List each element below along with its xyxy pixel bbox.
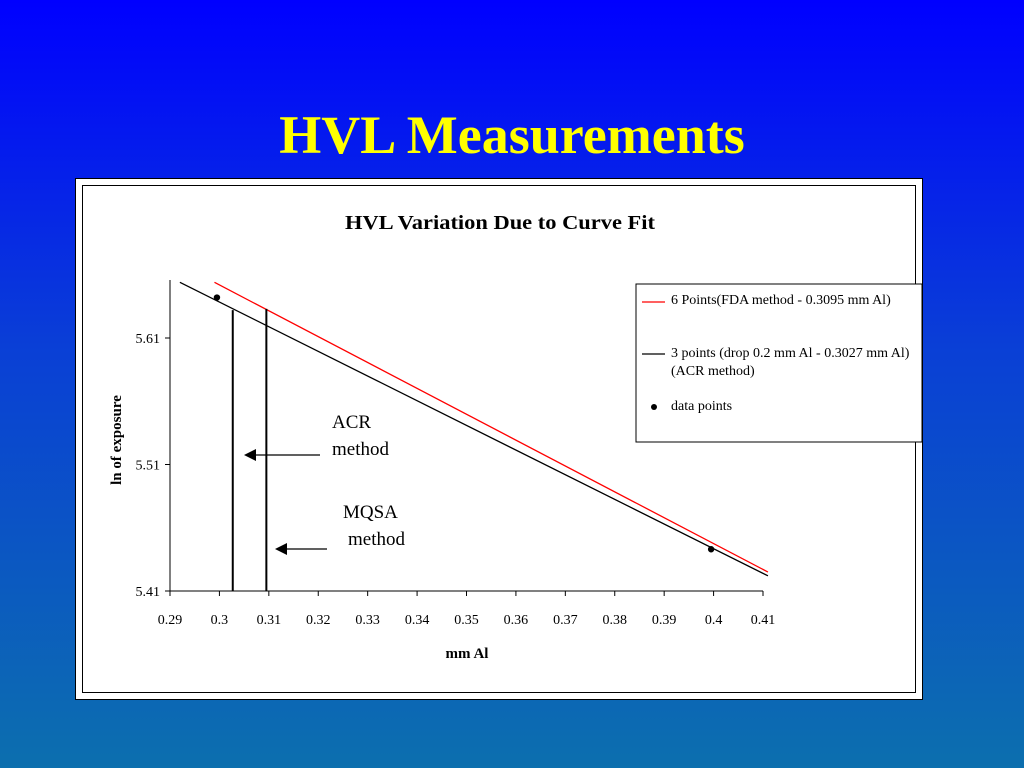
annotation-1-line-0: MQSA — [343, 502, 398, 523]
chart-title: HVL Variation Due to Curve Fit — [345, 212, 655, 234]
slide-title: HVL Measurements — [279, 105, 745, 165]
data-points — [213, 294, 715, 553]
legend-swatch-data-points — [651, 404, 657, 410]
x-tick-label-0: 0.29 — [158, 613, 183, 628]
hvl-markers — [231, 308, 268, 591]
y-tick-label-2: 5.61 — [136, 332, 161, 347]
ticks: 0.29 0.3 0.31 0.32 0.33 0.34 0.35 0.36 0.37 0.38 0… — [136, 332, 776, 628]
x-tick-label-12: 0.41 — [751, 613, 776, 628]
annotation-arrowhead-0 — [244, 449, 256, 461]
legend-box — [635, 283, 923, 443]
series-line-0 — [214, 281, 769, 573]
legend-entry-acr: 3 points (drop 0.2 mm Al - 0.3027 mm Al)… — [671, 346, 910, 379]
x-axis-label: mm Al — [446, 646, 489, 662]
x-tick-label-4: 0.33 — [355, 613, 380, 628]
x-tick-label-10: 0.39 — [652, 613, 677, 628]
annotation-0-line-1: method — [332, 439, 389, 460]
x-tick-label-5: 0.34 — [405, 613, 430, 628]
y-tick-label-0: 5.41 — [136, 585, 161, 600]
x-tick-label-9: 0.38 — [603, 613, 628, 628]
series-line-1 — [179, 281, 769, 577]
annotation-1-line-1: method — [348, 529, 405, 550]
data-point-0 — [213, 294, 221, 301]
data-point-1 — [707, 546, 715, 553]
x-tick-label-11: 0.4 — [705, 613, 723, 628]
x-tick-label-6: 0.35 — [454, 613, 479, 628]
x-tick-label-7: 0.36 — [504, 613, 529, 628]
legend-entry-fda: 6 Points(FDA method - 0.3095 mm Al) — [671, 293, 891, 308]
legend — [635, 283, 923, 443]
x-tick-label-3: 0.32 — [306, 613, 331, 628]
annotation-0-line-0: ACR — [332, 412, 371, 433]
annotations: ACR method MQSA method — [244, 412, 405, 555]
y-axis-label: ln of exposure — [109, 395, 125, 485]
legend-entry-data-points: data points — [671, 399, 733, 414]
y-tick-label-1: 5.51 — [136, 459, 161, 474]
series — [179, 281, 769, 577]
annotation-arrowhead-1 — [275, 543, 287, 555]
x-tick-label-8: 0.37 — [553, 613, 578, 628]
x-tick-label-1: 0.3 — [211, 613, 229, 628]
x-tick-label-2: 0.31 — [257, 613, 282, 628]
